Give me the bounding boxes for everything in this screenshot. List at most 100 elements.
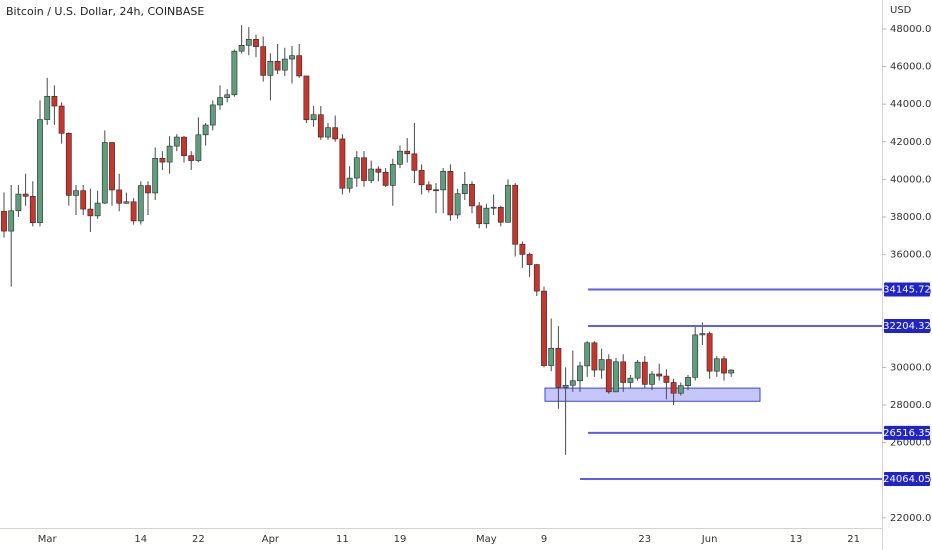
- candle-body: [260, 46, 267, 76]
- candle-body: [361, 157, 367, 181]
- candle-body: [577, 365, 583, 382]
- candle-body: [325, 127, 331, 138]
- candle-body: [224, 94, 231, 98]
- support-zone: [544, 387, 761, 402]
- candle-body: [548, 347, 555, 366]
- y-tick-label: 40000.00: [890, 174, 932, 185]
- y-tick-label: 44000.00: [890, 99, 932, 110]
- x-tick-label: 22: [192, 534, 205, 545]
- candle-body: [433, 189, 439, 192]
- candle-body: [353, 157, 360, 179]
- candle-body: [469, 183, 475, 207]
- candle-body: [22, 193, 29, 197]
- candle-body: [634, 361, 641, 379]
- candle-body: [289, 55, 295, 60]
- candle-body: [267, 60, 274, 76]
- candle-body: [685, 377, 691, 386]
- candle-body: [699, 333, 706, 336]
- candle-body: [418, 170, 425, 186]
- candle-body: [8, 210, 15, 232]
- level-label: 34145.72: [883, 284, 931, 295]
- candle-body: [137, 185, 144, 222]
- candle-body: [663, 375, 670, 383]
- candle-body: [166, 145, 173, 163]
- candle-body: [274, 60, 281, 71]
- candle-body: [555, 347, 562, 388]
- x-tick-label: May: [476, 534, 497, 545]
- candle-body: [404, 150, 411, 155]
- y-axis-unit: USD: [890, 5, 912, 16]
- x-tick-label: 14: [134, 534, 147, 545]
- y-tick-label: 46000.00: [890, 62, 932, 73]
- y-tick-label: 30000.00: [890, 362, 932, 373]
- x-tick-label: Mar: [38, 534, 58, 545]
- candle-body: [706, 333, 713, 372]
- candle-body: [526, 254, 533, 265]
- candle-body: [317, 114, 324, 138]
- candle-body: [130, 201, 137, 222]
- candle-body: [80, 190, 87, 210]
- candle-body: [209, 104, 216, 126]
- level-label: 32204.32: [883, 321, 931, 332]
- level-label-box: [884, 472, 930, 487]
- level-label: 24064.05: [883, 474, 931, 485]
- candle-body: [15, 193, 22, 212]
- candle-body: [346, 177, 353, 189]
- candle-body: [281, 58, 288, 71]
- candle-body: [202, 124, 209, 136]
- candle-body: [721, 358, 727, 374]
- chart-title: Bitcoin / U.S. Dollar, 24h, COINBASE: [6, 5, 204, 18]
- candle-body: [123, 201, 130, 204]
- candle-body: [159, 158, 166, 163]
- candle-body: [533, 264, 540, 292]
- candle-body: [670, 382, 677, 394]
- candle-body: [569, 380, 576, 386]
- candle-body: [181, 136, 187, 156]
- candle-body: [512, 184, 519, 245]
- candle-body: [447, 170, 454, 216]
- candle-body: [339, 138, 346, 189]
- candle-body: [310, 114, 317, 121]
- candle-body: [231, 50, 238, 96]
- candle-body: [116, 189, 123, 204]
- x-tick-label: 19: [394, 534, 407, 545]
- candle-body: [94, 202, 101, 217]
- level-label-box: [884, 425, 930, 440]
- candle-body: [375, 168, 382, 173]
- candle-body: [51, 95, 58, 107]
- y-tick-label: 36000.00: [890, 250, 932, 261]
- candle-body: [217, 97, 223, 106]
- candle-body: [332, 127, 339, 140]
- x-tick-label: 9: [541, 534, 547, 545]
- candle-body: [296, 55, 303, 77]
- level-label-box: [884, 282, 930, 297]
- candle-body: [44, 95, 51, 120]
- candle-body: [677, 385, 684, 394]
- candle-body: [505, 184, 511, 223]
- candle-body: [109, 142, 115, 191]
- candle-body: [397, 150, 403, 165]
- candle-body: [188, 155, 195, 161]
- candle-body: [591, 342, 598, 371]
- candle-body: [382, 171, 389, 186]
- candle-body: [253, 38, 259, 47]
- candle-body: [65, 133, 72, 196]
- candle-body: [641, 361, 648, 385]
- candle-body: [73, 190, 79, 196]
- y-tick-label: 22000.00: [890, 513, 932, 524]
- candle-body: [411, 153, 418, 171]
- y-tick-label: 28000.00: [890, 400, 932, 411]
- candle-body: [29, 196, 36, 223]
- candle-body: [584, 342, 591, 367]
- candle-body: [728, 369, 735, 374]
- candle-body: [490, 206, 497, 209]
- candle-body: [389, 164, 396, 186]
- candle-body: [37, 119, 43, 223]
- candle-body: [605, 359, 612, 393]
- x-tick-label: 13: [790, 534, 803, 545]
- candle-body: [541, 290, 547, 366]
- candle-body: [238, 45, 245, 52]
- level-label-box: [884, 318, 930, 333]
